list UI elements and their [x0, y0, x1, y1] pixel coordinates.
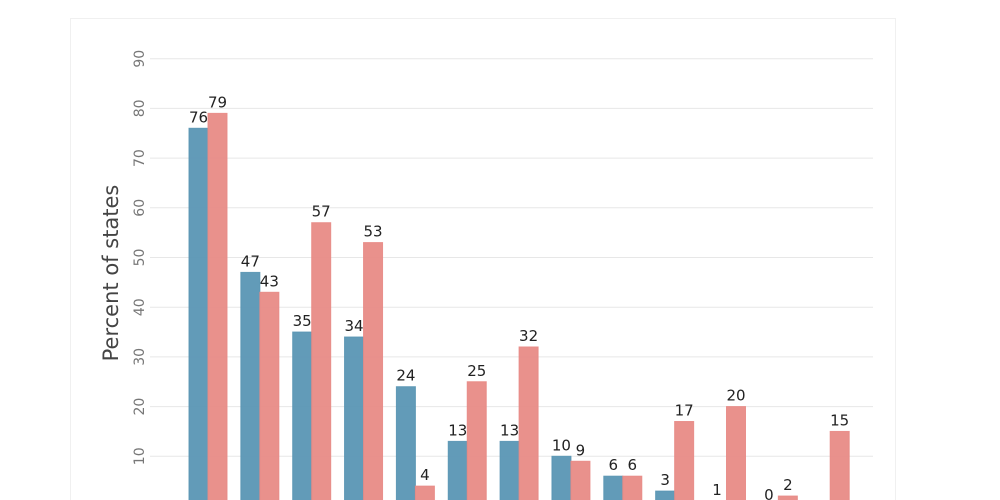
data-label: 13: [500, 421, 519, 439]
data-label: 76: [189, 108, 208, 126]
data-label: 17: [675, 402, 694, 420]
bar-b: [570, 460, 591, 500]
y-tick-label: 30: [132, 348, 148, 366]
bar-a: [292, 331, 313, 500]
bar-a: [603, 475, 624, 500]
bar-a: [447, 440, 468, 500]
bar-b: [311, 222, 332, 500]
bar-b: [363, 242, 384, 500]
bar-a: [188, 127, 209, 500]
data-label: 24: [396, 367, 415, 385]
data-label: 3: [660, 471, 670, 489]
data-label: 79: [208, 93, 227, 111]
bar-b: [259, 291, 280, 500]
data-label: 2: [783, 476, 793, 494]
data-label: 34: [345, 317, 364, 335]
bar-b: [777, 495, 798, 500]
data-label: 1: [712, 481, 722, 499]
y-axis-title: Percent of states: [99, 185, 123, 362]
bar-b: [829, 430, 850, 500]
data-label: 25: [467, 362, 486, 380]
data-label: 0: [764, 486, 774, 500]
bar-a: [240, 271, 261, 500]
bar-b: [414, 485, 435, 500]
y-tick-label: 50: [132, 249, 148, 267]
data-label: 32: [519, 327, 538, 345]
data-label: 13: [448, 421, 467, 439]
bar-b: [726, 406, 746, 500]
data-label: 6: [609, 456, 619, 474]
data-label: 9: [576, 441, 586, 459]
bar-a: [395, 386, 416, 500]
bar-b: [466, 381, 487, 500]
y-axis-ticks: 10 20 30 40 50 60 70 80 90: [132, 50, 148, 465]
y-tick-label: 70: [132, 149, 148, 167]
data-label: 20: [726, 387, 745, 405]
data-label: 43: [260, 272, 279, 290]
data-label: 6: [628, 456, 638, 474]
y-tick-label: 10: [132, 447, 148, 465]
y-tick-label: 60: [132, 199, 148, 217]
bars: [188, 112, 850, 500]
bar-b: [622, 475, 643, 500]
y-tick-label: 20: [132, 398, 148, 416]
bar-b: [207, 112, 228, 500]
data-label: 4: [420, 466, 430, 484]
data-label: 10: [552, 436, 571, 454]
y-tick-label: 40: [132, 298, 148, 316]
data-label: 15: [830, 411, 849, 429]
bar-a: [499, 440, 520, 500]
data-label: 53: [364, 223, 383, 241]
data-label: 35: [293, 312, 312, 330]
y-tick-label: 80: [132, 99, 148, 117]
bar-b: [674, 421, 695, 500]
y-tick-label: 90: [132, 50, 148, 68]
data-label: 47: [241, 252, 260, 270]
bar-a: [551, 455, 572, 500]
data-label: 57: [312, 203, 331, 221]
bar-a: [344, 336, 365, 500]
bar-b: [518, 346, 539, 500]
bar-a: [655, 490, 676, 500]
